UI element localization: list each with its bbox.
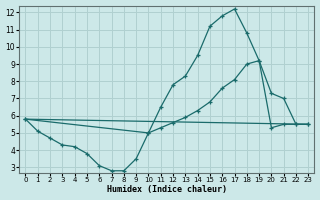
X-axis label: Humidex (Indice chaleur): Humidex (Indice chaleur) — [107, 185, 227, 194]
